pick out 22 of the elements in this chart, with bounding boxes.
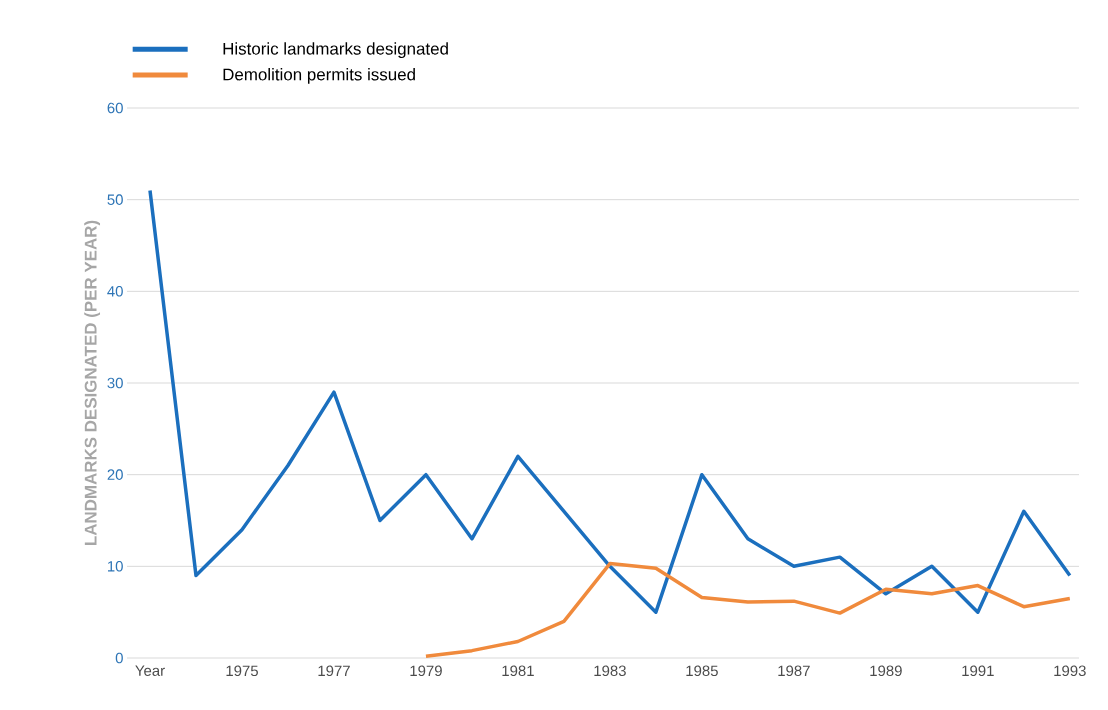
legend-label: Demolition permits issued — [223, 68, 415, 84]
line-series — [424, 561, 1072, 658]
y-tick-label: 0 — [115, 652, 123, 664]
y-tick-label: 30 — [107, 377, 123, 389]
y-tick-label: 50 — [107, 194, 123, 205]
x-tick-label: Year — [135, 665, 165, 676]
x-tick-label: 1983 — [594, 665, 626, 677]
y-tick-label: 40 — [107, 286, 123, 297]
x-tick-label: 1989 — [870, 665, 902, 677]
y-tick-label: 20 — [107, 469, 123, 480]
x-tick-label: 1987 — [778, 665, 810, 677]
x-tick-label: 1993 — [1054, 665, 1086, 677]
legend-label: Historic landmarks designated — [223, 42, 448, 59]
x-tick-label: 1979 — [410, 665, 442, 677]
x-tick-label: 1985 — [686, 665, 718, 677]
y-tick-label: 10 — [108, 561, 123, 572]
x-tick-label: 1991 — [962, 665, 994, 677]
y-tick-label: 60 — [107, 102, 123, 114]
x-tick-label: 1975 — [226, 665, 258, 677]
y-axis-title: LANDMARKS DESIGNATED (PER YEAR) — [84, 220, 101, 545]
x-tick-label: 1981 — [502, 665, 534, 677]
x-tick-label: 1977 — [318, 665, 350, 677]
